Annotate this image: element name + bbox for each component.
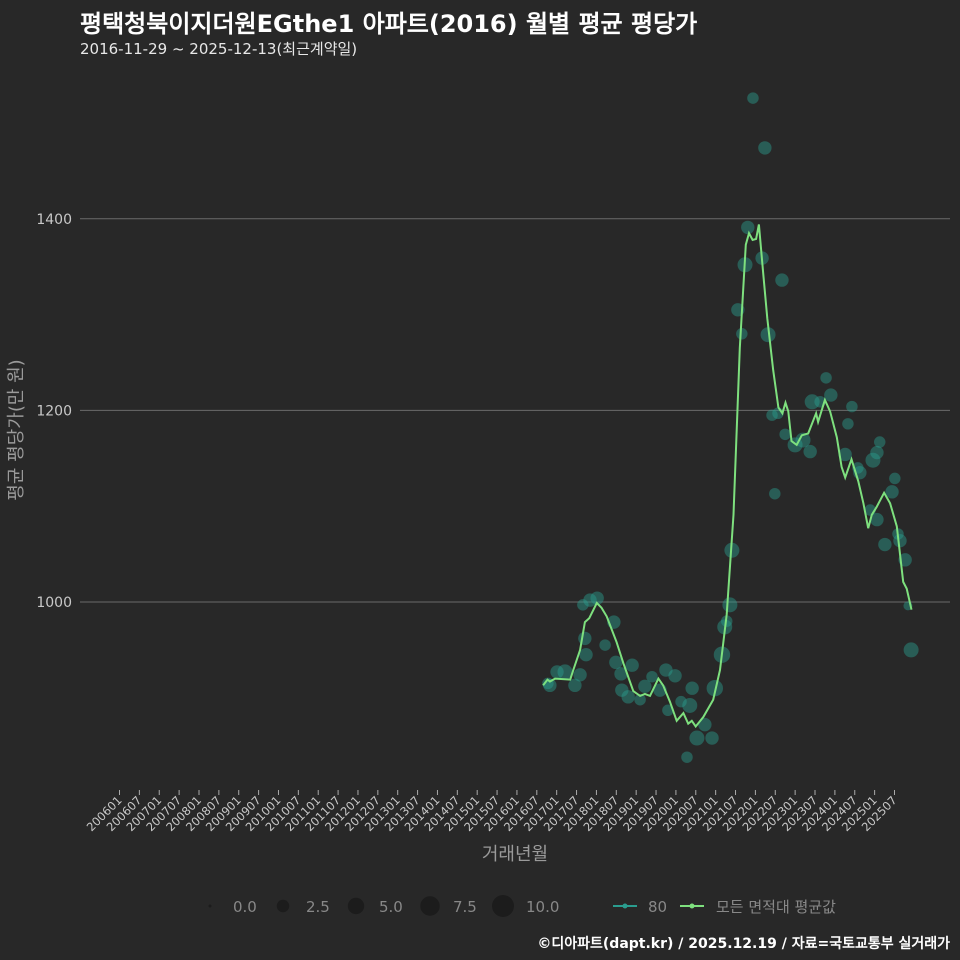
bubble-point-80	[621, 690, 635, 704]
bubble-point-80	[870, 512, 884, 527]
bubble-point-80	[885, 485, 899, 499]
bubble-point-80	[573, 668, 587, 682]
bubble-point-80	[550, 665, 564, 679]
legend-size-label: 10.0	[526, 898, 559, 916]
bubble-point-80	[609, 655, 623, 670]
legend-average-label: 모든 면적대 평균값	[716, 898, 836, 916]
bubble-point-80	[638, 679, 652, 694]
legend-size-dot	[347, 897, 365, 915]
bubble-point-80	[668, 669, 682, 683]
bubble-point-80	[846, 400, 858, 413]
bubble-point-80	[889, 472, 901, 485]
y-tick-label: 1200	[36, 403, 72, 419]
legend-size-label: 7.5	[453, 898, 477, 916]
bubble-point-80	[736, 328, 748, 340]
bubble-point-80	[804, 394, 820, 410]
bubble-point-80	[685, 681, 699, 695]
bubble-point-80	[579, 647, 593, 662]
bubble-point-80	[675, 695, 687, 708]
bubble-point-80	[590, 591, 604, 605]
bubble-point-80	[758, 141, 772, 155]
y-tick-label: 1000	[36, 595, 72, 611]
y-tick-label: 1400	[36, 212, 72, 228]
bubble-point-80	[820, 372, 832, 384]
legend-size-dot	[420, 896, 440, 916]
chart-title: 평택청북이지더원EGthe1 아파트(2016) 월별 평균 평당가	[80, 10, 698, 38]
bubble-point-80	[682, 697, 698, 713]
bubble-point-80	[870, 445, 884, 460]
bubble-point-80	[838, 447, 852, 462]
average-line-all-areas	[542, 224, 913, 729]
bubble-point-80	[599, 639, 611, 651]
legend-size-dot	[492, 895, 514, 917]
bubble-point-80	[824, 388, 838, 402]
bubble-point-80	[722, 597, 738, 613]
bubble-point-80	[865, 452, 881, 468]
legend-size-label: 5.0	[379, 898, 403, 916]
bubble-point-80	[634, 693, 646, 706]
bubble-point-80	[878, 537, 892, 552]
legend-80-dot	[622, 903, 628, 909]
bubble-point-80	[583, 593, 597, 607]
footer-credit: ©디아파트(dapt.kr) / 2025.12.19 / 자료=국토교통부 실…	[537, 936, 950, 952]
bubble-point-80	[568, 678, 582, 693]
bubble-point-80	[705, 731, 719, 745]
bubble-point-80	[662, 704, 674, 716]
y-axis-title: 평균 평당가(만 원)	[6, 359, 27, 500]
bubble-point-80	[625, 658, 639, 672]
bubble-point-80	[903, 642, 919, 658]
bubble-point-80	[779, 428, 791, 441]
bubble-point-80	[698, 717, 712, 732]
bubble-point-80	[760, 327, 776, 343]
legend-size-label: 2.5	[306, 898, 330, 916]
bubble-point-80	[557, 664, 573, 680]
bubble-point-80	[842, 418, 854, 430]
bubble-point-80	[741, 220, 755, 235]
bubble-point-80	[775, 273, 789, 287]
bubble-point-80	[803, 444, 817, 459]
bubble-point-80	[893, 533, 907, 548]
bubble-point-80	[795, 432, 811, 448]
bubble-point-80	[689, 730, 705, 746]
bubble-point-80	[659, 663, 673, 677]
bubble-point-80	[615, 683, 629, 697]
bubble-point-80	[681, 751, 693, 763]
legend-average-dot	[689, 903, 695, 909]
chart-subtitle: 2016-11-29 ~ 2025-12-13(최근계약일)	[80, 40, 358, 58]
bubble-point-80	[766, 409, 778, 421]
legend-size-dot	[208, 904, 212, 908]
bubble-point-80	[769, 488, 781, 500]
bubble-point-80	[614, 667, 628, 681]
bubble-point-80	[646, 670, 658, 683]
bubble-point-80	[578, 631, 592, 646]
legend-size-label: 0.0	[233, 898, 257, 916]
legend-size-dot	[276, 899, 290, 913]
legend-80-label: 80	[648, 898, 667, 916]
bubble-point-80	[747, 92, 759, 104]
bubble-point-80	[577, 599, 589, 611]
bubble-point-80	[873, 436, 886, 448]
x-axis-title: 거래년월	[482, 844, 548, 865]
